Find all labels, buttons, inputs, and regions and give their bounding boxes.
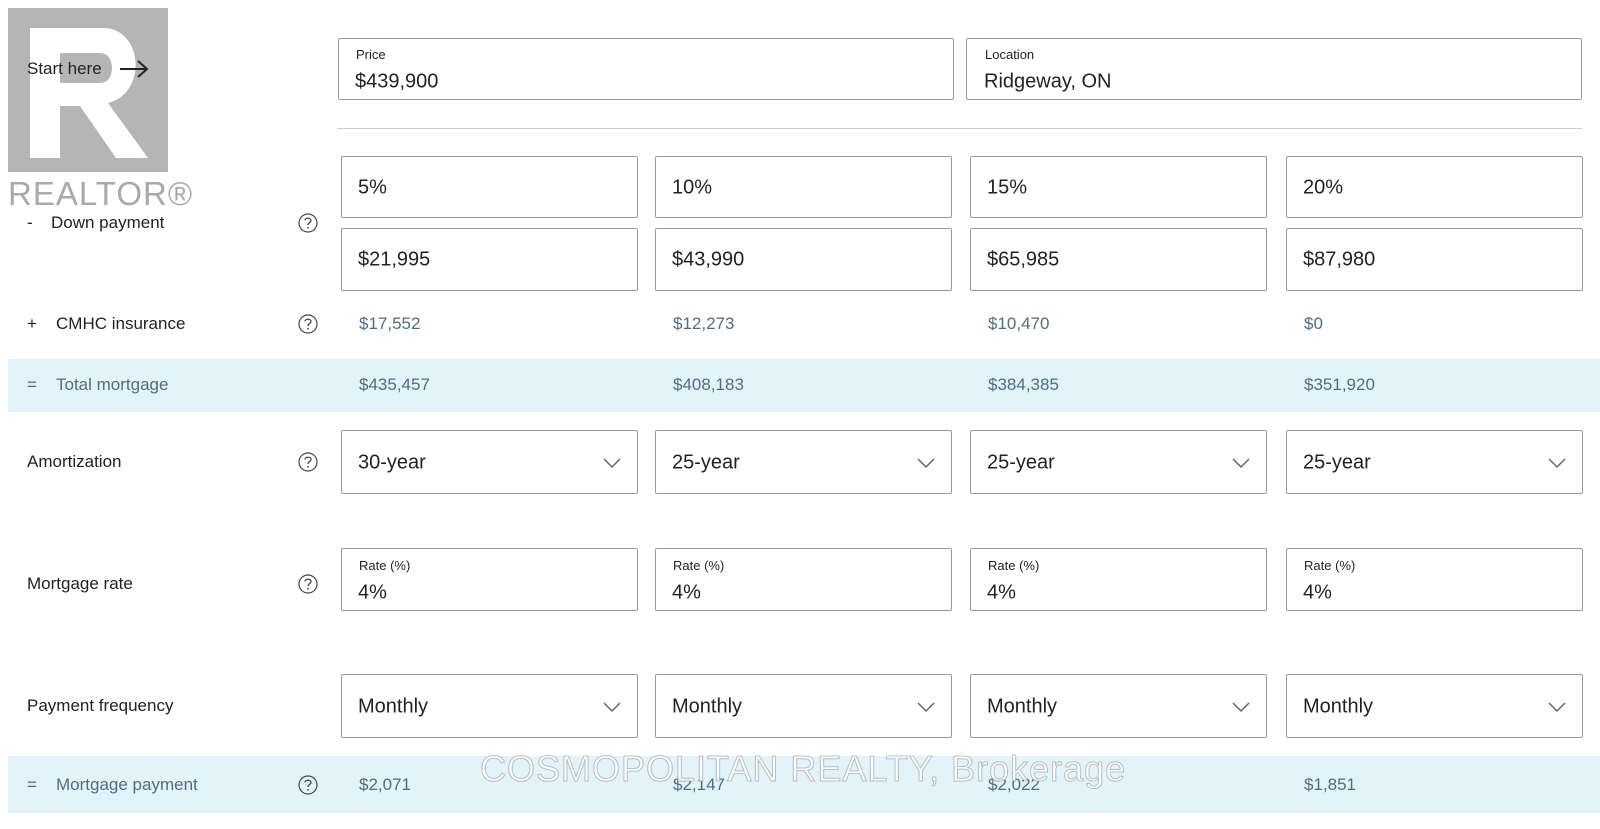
watermark: COSMOPOLITAN REALTY, Brokerage bbox=[479, 748, 1127, 790]
row-label: Down payment bbox=[51, 213, 165, 232]
amortization-value: 30-year bbox=[358, 451, 426, 474]
total-value: $384,385 bbox=[988, 375, 1059, 394]
arrow-icon bbox=[120, 60, 149, 78]
payment-value: $2,071 bbox=[359, 775, 411, 794]
chevron-icon bbox=[1548, 702, 1566, 713]
chevron-icon bbox=[603, 458, 621, 469]
rate-field[interactable]: Rate (%) 4% bbox=[655, 548, 952, 611]
rate-field[interactable]: Rate (%) 4% bbox=[970, 548, 1267, 611]
cmhc-value: $12,273 bbox=[673, 314, 735, 333]
help-icon[interactable] bbox=[298, 775, 318, 795]
row-sign: = bbox=[27, 375, 37, 394]
row-sign: - bbox=[27, 213, 33, 232]
total-value: $351,920 bbox=[1304, 375, 1375, 394]
row-label: Payment frequency bbox=[27, 696, 174, 715]
rate-field[interactable]: Rate (%) 4% bbox=[1286, 548, 1583, 611]
down-percent-field[interactable]: 15% bbox=[970, 156, 1267, 218]
location-field[interactable]: Location Ridgeway, ON bbox=[966, 38, 1582, 100]
total-value: $435,457 bbox=[359, 375, 430, 394]
down-amount: $21,995 bbox=[358, 248, 431, 271]
chevron-icon bbox=[1548, 458, 1566, 469]
down-percent: 20% bbox=[1303, 176, 1344, 199]
help-icon[interactable] bbox=[298, 213, 318, 233]
row-sign: + bbox=[27, 314, 37, 333]
price-value: $439,900 bbox=[355, 70, 439, 93]
help-icon[interactable] bbox=[298, 574, 318, 594]
down-amount: $43,990 bbox=[672, 248, 745, 271]
rate-field[interactable]: Rate (%) 4% bbox=[341, 548, 638, 611]
frequency-value: Monthly bbox=[1303, 695, 1374, 718]
total-band bbox=[8, 359, 1600, 412]
chevron-icon bbox=[1232, 702, 1250, 713]
realtor-logo-mark bbox=[8, 8, 168, 172]
rate-value: 4% bbox=[358, 581, 387, 604]
frequency-value: Monthly bbox=[987, 695, 1058, 718]
down-percent-field[interactable]: 10% bbox=[655, 156, 952, 218]
row-label: Amortization bbox=[27, 452, 122, 471]
frequency-value: Monthly bbox=[672, 695, 743, 718]
chevron-icon bbox=[1232, 458, 1250, 469]
frequency-select[interactable]: Monthly bbox=[1286, 674, 1583, 738]
down-percent: 5% bbox=[358, 176, 387, 199]
cmhc-value: $0 bbox=[1304, 314, 1323, 333]
down-amount-field[interactable]: $21,995 bbox=[341, 228, 638, 291]
payment-value: $1,851 bbox=[1304, 775, 1356, 794]
chevron-icon bbox=[917, 458, 935, 469]
rate-value: 4% bbox=[672, 581, 701, 604]
rate-value: 4% bbox=[1303, 581, 1332, 604]
down-percent: 15% bbox=[987, 176, 1028, 199]
amortization-select[interactable]: 25-year bbox=[970, 430, 1267, 494]
total-value: $408,183 bbox=[673, 375, 744, 394]
rate-label: Rate (%) bbox=[1304, 558, 1356, 573]
down-amount: $87,980 bbox=[1303, 248, 1376, 271]
location-label: Location bbox=[985, 47, 1035, 62]
down-amount: $65,985 bbox=[987, 248, 1060, 271]
down-amount-field[interactable]: $87,980 bbox=[1286, 228, 1583, 291]
down-amount-field[interactable]: $43,990 bbox=[655, 228, 952, 291]
down-amount-field[interactable]: $65,985 bbox=[970, 228, 1267, 291]
down-percent: 10% bbox=[672, 176, 713, 199]
payment-value: $2,022 bbox=[988, 775, 1040, 794]
amortization-value: 25-year bbox=[987, 451, 1055, 474]
rate-label: Rate (%) bbox=[673, 558, 725, 573]
chevron-icon bbox=[917, 702, 935, 713]
payment-value: $2,147 bbox=[673, 775, 725, 794]
amortization-value: 25-year bbox=[672, 451, 740, 474]
location-value: Ridgeway, ON bbox=[984, 70, 1112, 93]
amortization-select[interactable]: 30-year bbox=[341, 430, 638, 494]
row-sign: = bbox=[27, 775, 37, 794]
amortization-select[interactable]: 25-year bbox=[1286, 430, 1583, 494]
row-label: Mortgage payment bbox=[56, 775, 198, 794]
down-percent-field[interactable]: 20% bbox=[1286, 156, 1583, 218]
divider bbox=[337, 128, 1582, 129]
rate-label: Rate (%) bbox=[988, 558, 1040, 573]
help-icon[interactable] bbox=[298, 452, 318, 472]
help-icon[interactable] bbox=[298, 314, 318, 334]
amortization-select[interactable]: 25-year bbox=[655, 430, 952, 494]
price-label: Price bbox=[356, 47, 386, 62]
amortization-value: 25-year bbox=[1303, 451, 1371, 474]
chevron-icon bbox=[603, 702, 621, 713]
price-field[interactable]: Price $439,900 bbox=[338, 38, 954, 100]
frequency-value: Monthly bbox=[358, 695, 429, 718]
cmhc-value: $10,470 bbox=[988, 314, 1050, 333]
row-label: Mortgage rate bbox=[27, 574, 133, 593]
row-label: CMHC insurance bbox=[56, 314, 186, 333]
payment-band bbox=[8, 756, 1600, 813]
start-here: Start here bbox=[27, 59, 102, 78]
cmhc-value: $17,552 bbox=[359, 314, 421, 333]
down-percent-field[interactable]: 5% bbox=[341, 156, 638, 218]
frequency-select[interactable]: Monthly bbox=[655, 674, 952, 738]
frequency-select[interactable]: Monthly bbox=[970, 674, 1267, 738]
frequency-select[interactable]: Monthly bbox=[341, 674, 638, 738]
realtor-logo-text: REALTOR® bbox=[8, 175, 194, 212]
row-label: Total mortgage bbox=[56, 375, 169, 394]
rate-label: Rate (%) bbox=[359, 558, 411, 573]
rate-value: 4% bbox=[987, 581, 1016, 604]
